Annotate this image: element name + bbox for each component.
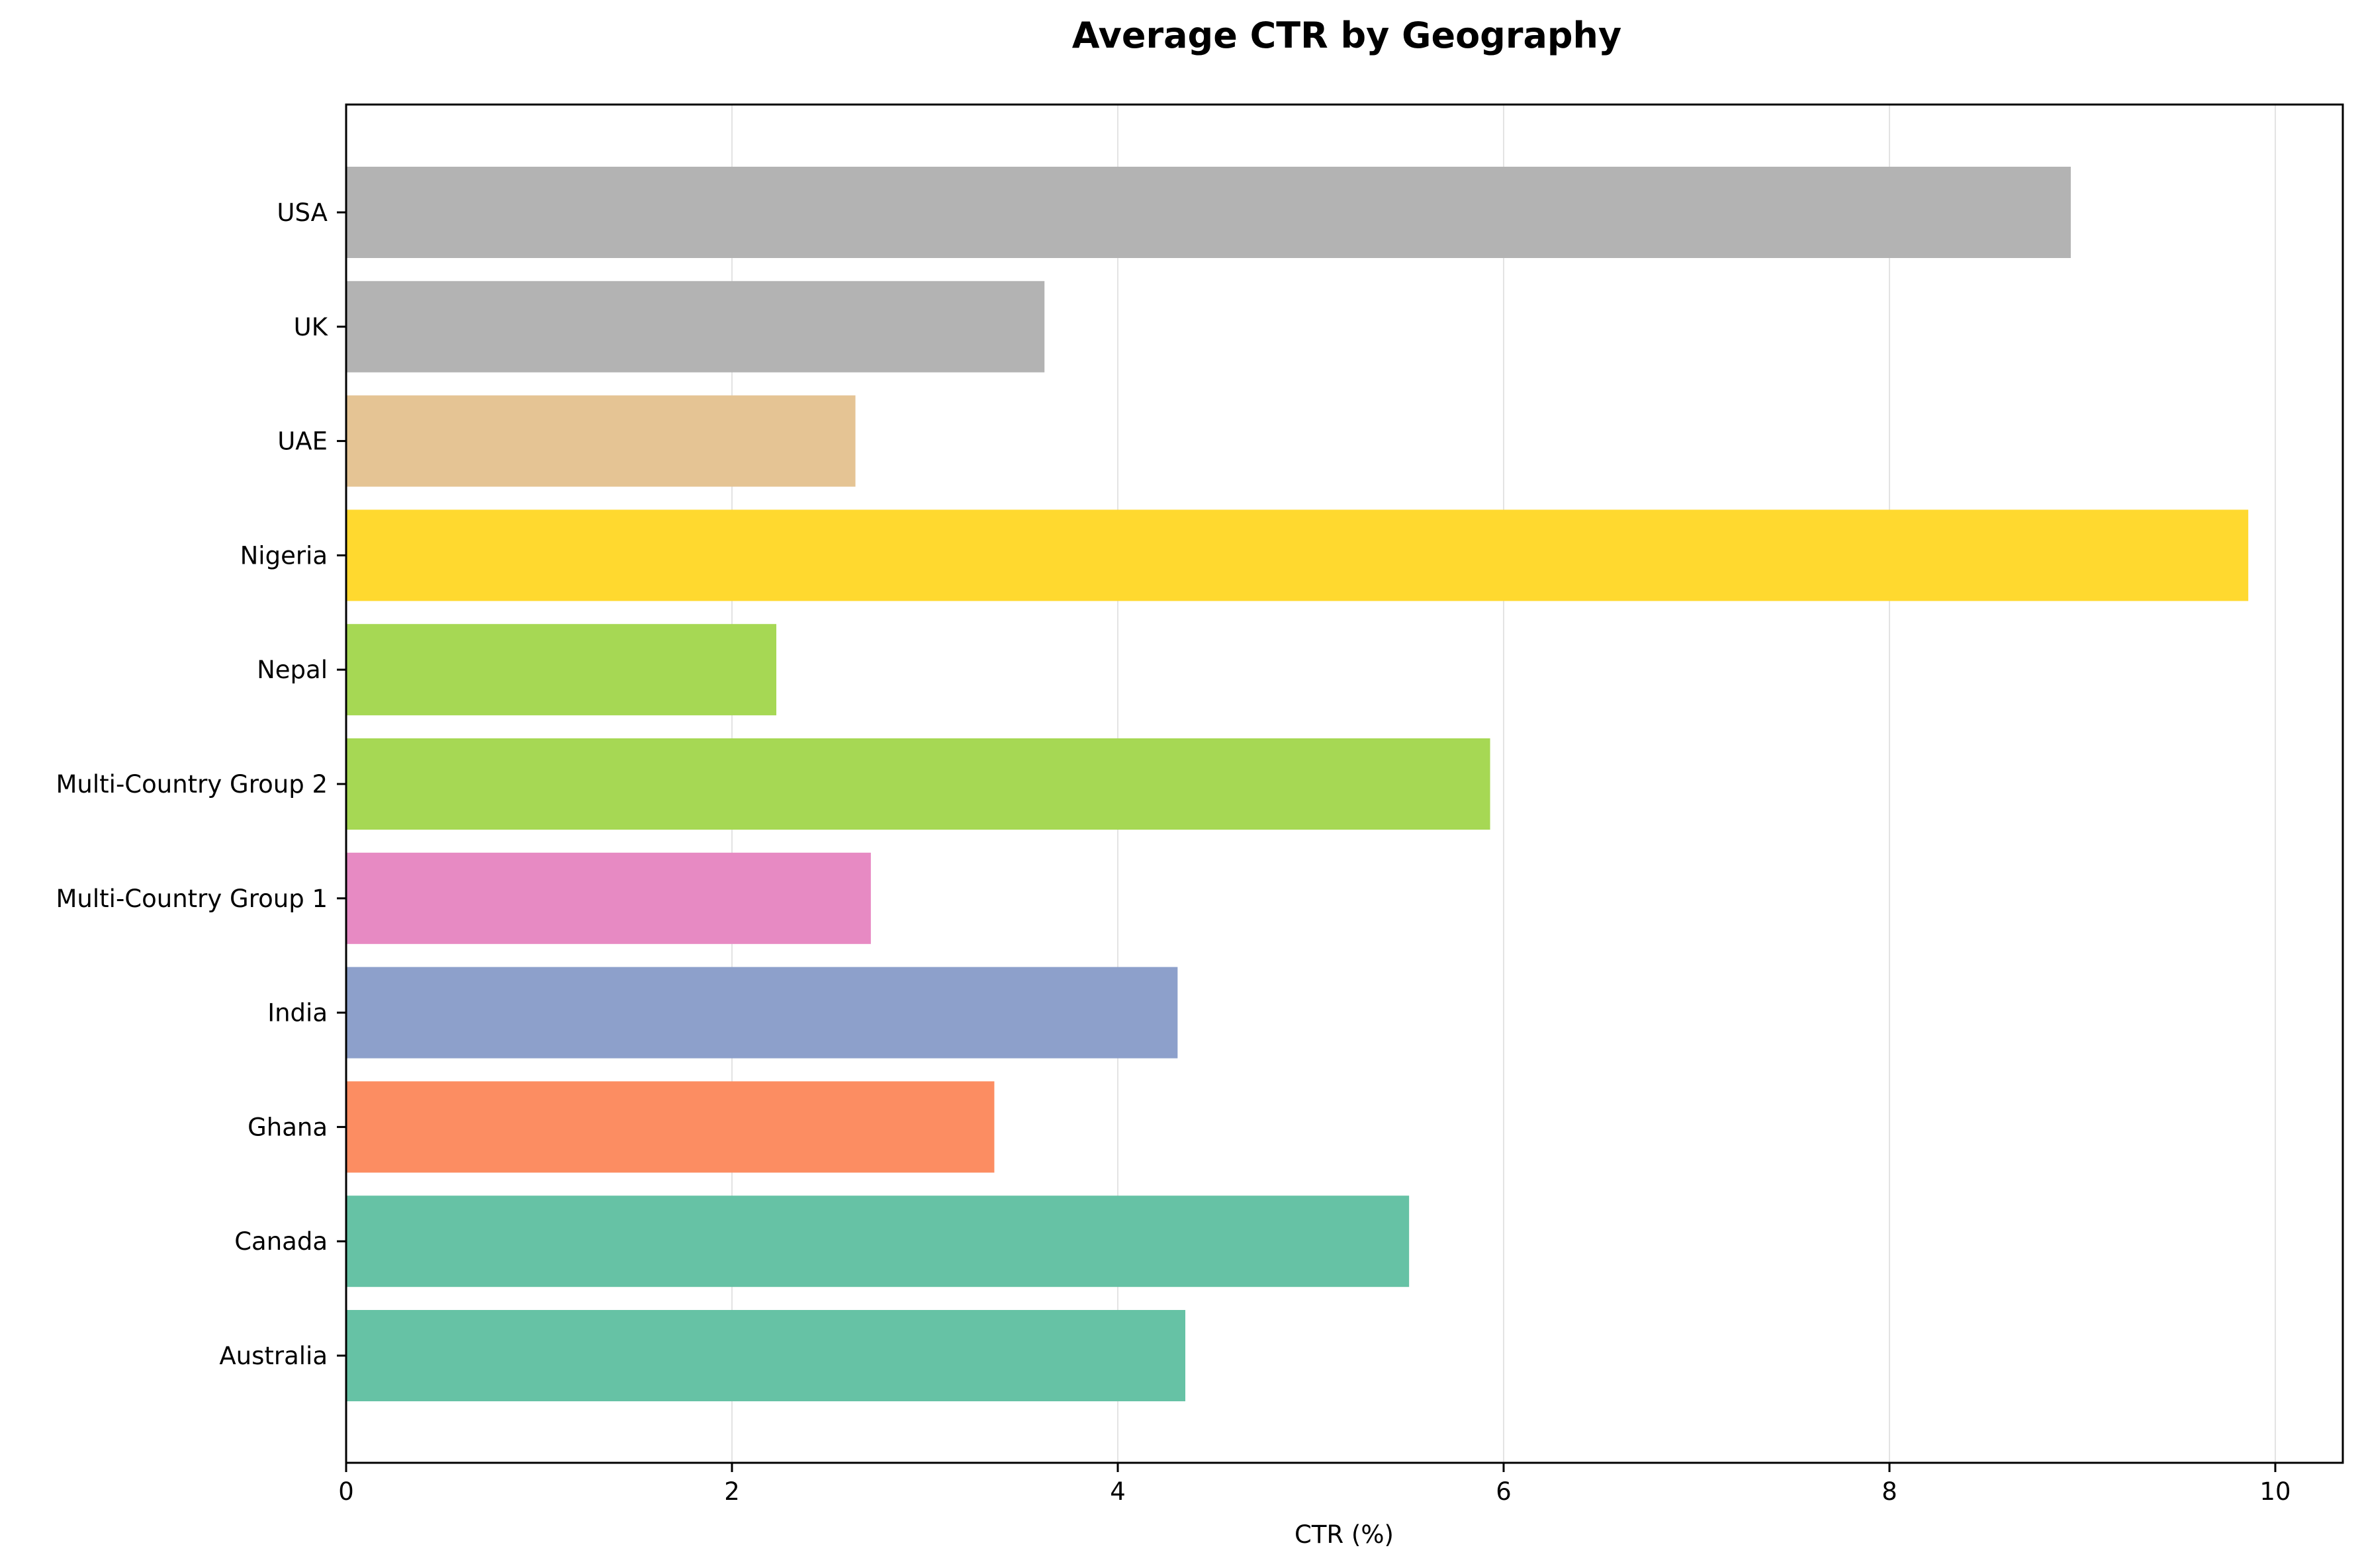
y-tick-label: Canada xyxy=(234,1227,328,1256)
bar-multi-country-group-1 xyxy=(346,852,871,944)
x-tick-label: 2 xyxy=(724,1477,740,1506)
x-tick-label: 6 xyxy=(1496,1477,1512,1506)
y-axis-ticks: Australia Canada Ghana India Multi-Country G… xyxy=(56,198,346,1370)
plot-frame xyxy=(345,103,2344,1464)
y-tick-label: Multi-Country Group 1 xyxy=(56,885,328,913)
y-tick-label: UAE xyxy=(277,427,328,456)
bar-australia xyxy=(346,1310,1186,1401)
bar-nigeria xyxy=(346,509,2249,601)
bar-usa xyxy=(346,167,2071,258)
x-axis-ticks: 0 2 4 6 8 10 xyxy=(338,1463,2291,1506)
y-tick-label: Australia xyxy=(219,1342,328,1370)
x-tick-label: 10 xyxy=(2259,1477,2291,1506)
bar-uae xyxy=(346,395,856,487)
y-tick-label: Multi-Country Group 2 xyxy=(56,770,328,799)
bars xyxy=(346,167,2249,1401)
x-tick-label: 0 xyxy=(338,1477,354,1506)
y-tick-label: Nigeria xyxy=(240,541,328,570)
bar-multi-country-group-2 xyxy=(346,738,1490,830)
x-axis-label: CTR (%) xyxy=(1295,1520,1394,1549)
bar-canada xyxy=(346,1196,1410,1287)
bar-uk xyxy=(346,281,1045,372)
y-tick-label: USA xyxy=(277,198,328,227)
bar-ghana xyxy=(346,1081,995,1173)
bar-nepal xyxy=(346,624,777,716)
y-tick-label: Ghana xyxy=(248,1113,328,1141)
chart-title: Average CTR by Geography xyxy=(1072,15,1621,56)
y-tick-label: UK xyxy=(294,313,329,341)
y-tick-label: Nepal xyxy=(257,656,328,684)
y-tick-label: India xyxy=(267,999,328,1027)
x-tick-label: 8 xyxy=(1882,1477,1897,1506)
bar-india xyxy=(346,967,1178,1059)
x-tick-label: 4 xyxy=(1110,1477,1126,1506)
